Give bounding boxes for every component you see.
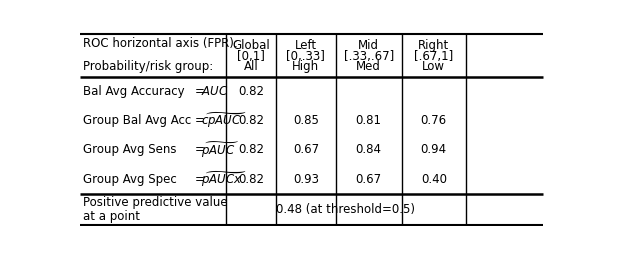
Text: 0.67: 0.67 [356,172,381,186]
Text: $\widetilde{pAUC}$: $\widetilde{pAUC}$ [201,140,239,160]
Text: Global: Global [232,39,270,52]
Text: =: = [195,143,205,156]
Text: 0.82: 0.82 [238,85,264,98]
Text: at a point: at a point [83,210,140,223]
Text: 0.48 (at threshold=0.5): 0.48 (at threshold=0.5) [276,203,415,216]
Text: $\widetilde{pAUCx}$: $\widetilde{pAUCx}$ [201,169,247,189]
Text: Right: Right [418,39,449,52]
Text: Group Avg Sens: Group Avg Sens [83,143,177,156]
Text: 0.40: 0.40 [420,172,447,186]
Text: 0.94: 0.94 [420,143,447,156]
Text: =: = [195,114,205,127]
Text: Group Avg Spec: Group Avg Spec [83,172,177,186]
Text: 0.84: 0.84 [356,143,381,156]
Text: 0.67: 0.67 [293,143,319,156]
Text: 0.82: 0.82 [238,172,264,186]
Text: [0,.33]: [0,.33] [287,50,325,63]
Text: High: High [292,60,319,73]
Text: ROC horizontal axis (FPR):: ROC horizontal axis (FPR): [83,37,238,50]
Text: 0.81: 0.81 [356,114,381,127]
Text: Positive predictive value: Positive predictive value [83,196,228,209]
Text: Left: Left [295,39,317,52]
Text: Med: Med [356,60,381,73]
Text: 0.76: 0.76 [420,114,447,127]
Text: 0.93: 0.93 [293,172,319,186]
Text: Mid: Mid [358,39,379,52]
Text: Bal Avg Accuracy: Bal Avg Accuracy [83,85,185,98]
Text: Probability/risk group:: Probability/risk group: [83,60,213,73]
Text: 0.85: 0.85 [293,114,319,127]
Text: =: = [195,85,205,98]
Text: $\widetilde{cpAUC}$: $\widetilde{cpAUC}$ [201,111,246,131]
Text: Low: Low [422,60,445,73]
Text: Group Bal Avg Acc: Group Bal Avg Acc [83,114,191,127]
Text: =: = [195,172,205,186]
Text: [0,1]: [0,1] [237,50,265,63]
Text: 0.82: 0.82 [238,114,264,127]
Text: All: All [243,60,259,73]
Text: [.67,1]: [.67,1] [414,50,453,63]
Text: [.33,.67]: [.33,.67] [344,50,394,63]
Text: 0.82: 0.82 [238,143,264,156]
Text: $\mathit{AUC}$: $\mathit{AUC}$ [201,85,228,98]
